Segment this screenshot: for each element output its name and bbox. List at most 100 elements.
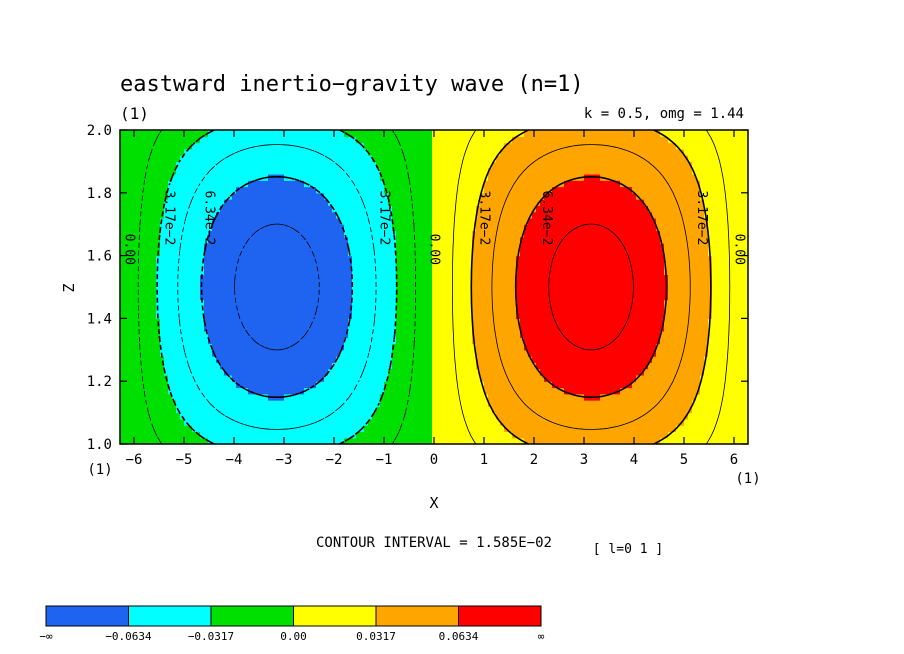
fill-cell (316, 362, 321, 370)
fill-cell (292, 155, 297, 162)
fill-cell (236, 130, 241, 137)
fill-cell (284, 142, 289, 150)
fill-cell (352, 192, 357, 200)
fill-cell (480, 312, 485, 319)
fill-cell (288, 255, 293, 263)
fill-cell (420, 236, 425, 244)
fill-cell (124, 280, 129, 288)
fill-cell (212, 299, 217, 307)
fill-cell (404, 205, 409, 213)
fill-cell (384, 368, 389, 376)
fill-cell (368, 412, 373, 420)
fill-cell (176, 236, 181, 244)
fill-cell (232, 155, 237, 162)
fill-cell (396, 130, 401, 137)
fill-cell (284, 224, 289, 232)
fill-cell (444, 199, 449, 206)
fill-cell (256, 343, 261, 351)
fill-cell (184, 142, 189, 150)
fill-cell (504, 192, 509, 200)
fill-cell (192, 305, 197, 313)
fill-cell (352, 274, 357, 282)
fill-cell (128, 400, 133, 407)
fill-cell (160, 337, 165, 345)
fill-cell (364, 318, 369, 326)
fill-cell (148, 268, 153, 276)
fill-cell (252, 368, 257, 376)
fill-cell (448, 211, 453, 219)
fill-cell (200, 148, 205, 156)
fill-cell (504, 280, 509, 288)
fill-cell (460, 356, 465, 363)
fill-cell (184, 274, 189, 282)
fill-cell (508, 180, 513, 188)
fill-cell (372, 274, 377, 282)
fill-cell (300, 268, 305, 276)
fill-cell (304, 199, 309, 206)
fill-cell (160, 368, 165, 376)
fill-cell (232, 224, 237, 232)
fill-cell (488, 186, 493, 194)
fill-cell (124, 343, 129, 351)
fill-cell (272, 280, 277, 288)
fill-cell (424, 192, 429, 200)
fill-cell (268, 261, 273, 269)
fill-cell (192, 243, 197, 250)
fill-cell (144, 155, 149, 162)
fill-cell (376, 362, 381, 370)
fill-cell (128, 381, 133, 389)
fill-cell (308, 349, 313, 357)
fill-cell (176, 393, 181, 401)
fill-cell (244, 136, 249, 144)
fill-cell (248, 437, 253, 444)
fill-cell (244, 418, 249, 426)
fill-cell (436, 261, 441, 269)
fill-cell (516, 368, 521, 376)
fill-cell (436, 136, 441, 144)
fill-cell (176, 255, 181, 263)
fill-cell (220, 418, 225, 426)
fill-cell (440, 180, 445, 188)
fill-cell (368, 425, 373, 433)
fill-cell (356, 261, 361, 269)
fill-cell (460, 205, 465, 213)
fill-cell (360, 236, 365, 244)
fill-cell (296, 393, 301, 401)
fill-cell (364, 192, 369, 200)
fill-cell (340, 387, 345, 395)
fill-cell (500, 142, 505, 150)
fill-cell (124, 330, 129, 338)
fill-cell (320, 130, 325, 137)
fill-cell (456, 312, 461, 319)
fill-cell (376, 224, 381, 232)
fill-cell (220, 387, 225, 395)
fill-cell (356, 368, 361, 376)
fill-cell (408, 406, 413, 414)
fill-cell (164, 148, 169, 156)
fill-cell (320, 224, 325, 232)
fill-cell (436, 274, 441, 282)
fill-cell (344, 299, 349, 307)
fill-cell (380, 243, 385, 250)
fill-cell (308, 199, 313, 206)
fill-cell (364, 425, 369, 433)
fill-cell (508, 255, 513, 263)
fill-cell (196, 293, 201, 301)
fill-cell (132, 230, 137, 238)
fill-cell (268, 312, 273, 319)
fill-cell (124, 287, 129, 294)
fill-cell (384, 192, 389, 200)
fill-cell (320, 387, 325, 395)
fill-cell (240, 192, 245, 200)
fill-cell (304, 236, 309, 244)
fill-cell (460, 381, 465, 389)
fill-cell (260, 142, 265, 150)
fill-cell (392, 136, 397, 144)
fill-cell (376, 199, 381, 206)
fill-cell (248, 224, 253, 232)
fill-cell (400, 381, 405, 389)
fill-cell (272, 161, 277, 169)
fill-cell (468, 418, 473, 426)
fill-cell (328, 337, 333, 345)
fill-cell (440, 130, 445, 137)
